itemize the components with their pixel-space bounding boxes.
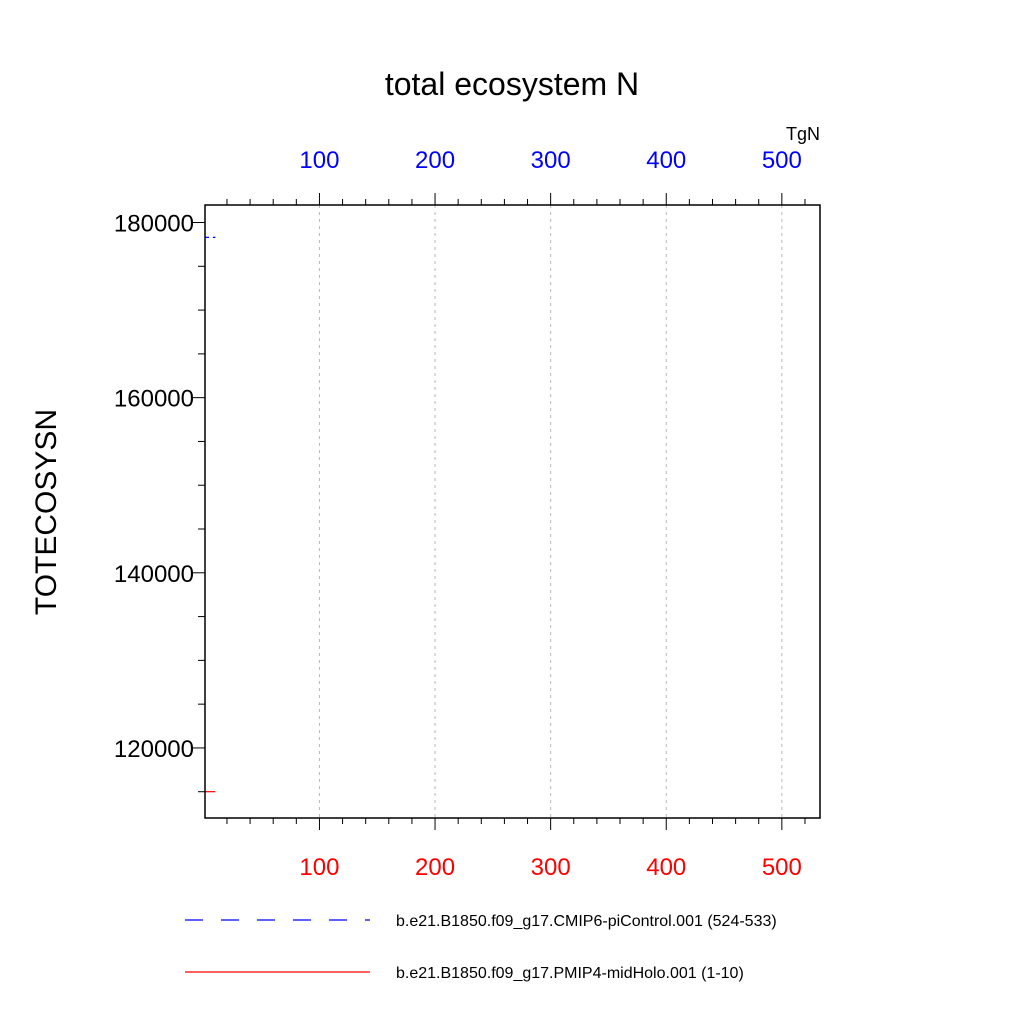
x-top-tick-label: 400 [646,147,686,174]
x-top-tick-label: 100 [299,147,339,174]
axis-ticks [193,193,806,830]
chart-title: total ecosystem N [385,66,639,102]
x-top-tick-label: 500 [762,147,802,174]
x-top-tick-label: 200 [415,147,455,174]
y-axis-label: TOTECOSYSN [30,409,63,615]
plot-frame [204,204,821,819]
legend-label-midHolo: b.e21.B1850.f09_g17.PMIP4-midHolo.001 (1… [396,965,744,982]
y-tick-label: 180000 [114,211,194,238]
legend-label-piControl: b.e21.B1850.f09_g17.CMIP6-piControl.001 … [396,913,777,930]
x-bottom-tick-label: 400 [646,854,686,881]
units-label: TgN [786,124,820,144]
x-top-tick-label: 300 [531,147,571,174]
x-bottom-tick-label: 300 [531,854,571,881]
series-lines [205,236,216,793]
y-tick-label: 160000 [114,386,194,413]
x-bottom-tick-label: 100 [299,854,339,881]
x-bottom-tick-label: 200 [415,854,455,881]
y-tick-label: 120000 [114,736,194,763]
grid-lines [318,205,783,818]
legend: b.e21.B1850.f09_g17.CMIP6-piControl.001 … [185,913,777,982]
x-bottom-tick-label: 500 [762,854,802,881]
tick-labels: 100 200 300 400 500 100 200 300 400 500 120000 1400… [114,147,802,881]
y-tick-label: 140000 [114,561,194,588]
